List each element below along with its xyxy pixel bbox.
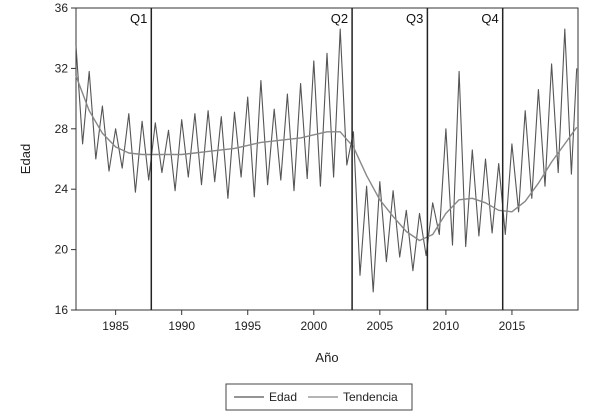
x-tick-label: 1990 [168, 319, 195, 333]
legend-label-tendencia: Tendencia [343, 390, 398, 404]
series-line-tendencia [75, 75, 578, 242]
period-label-q1: Q1 [130, 11, 147, 26]
marker-layer: Q1 Q2 Q3 Q4 [130, 8, 504, 310]
x-tick-label: 2005 [366, 319, 393, 333]
period-label-q3: Q3 [406, 11, 423, 26]
x-tick-label: 2015 [499, 319, 526, 333]
y-tick-label: 36 [55, 1, 69, 15]
x-tick-label: 1995 [234, 319, 261, 333]
series-line-edad [75, 28, 578, 293]
series-layer [75, 28, 578, 293]
y-tick-label: 28 [55, 122, 69, 136]
y-tick-label: 24 [55, 182, 69, 196]
axis-layer: 16 20 24 28 32 36 1985 1990 1995 2000 2005 2010 2015 [55, 1, 526, 333]
y-tick-label: 16 [55, 303, 69, 317]
x-axis-title: Año [315, 350, 338, 365]
period-label-q4: Q4 [481, 11, 498, 26]
x-tick-label: 2010 [433, 319, 460, 333]
legend: Edad Tendencia [225, 383, 413, 411]
legend-label-edad: Edad [269, 390, 297, 404]
y-axis-title: Edad [18, 144, 33, 174]
x-tick-label: 1985 [102, 319, 129, 333]
x-tick-label: 2000 [300, 319, 327, 333]
period-label-q2: Q2 [331, 11, 348, 26]
y-tick-label: 20 [55, 243, 69, 257]
y-tick-label: 32 [55, 61, 69, 75]
